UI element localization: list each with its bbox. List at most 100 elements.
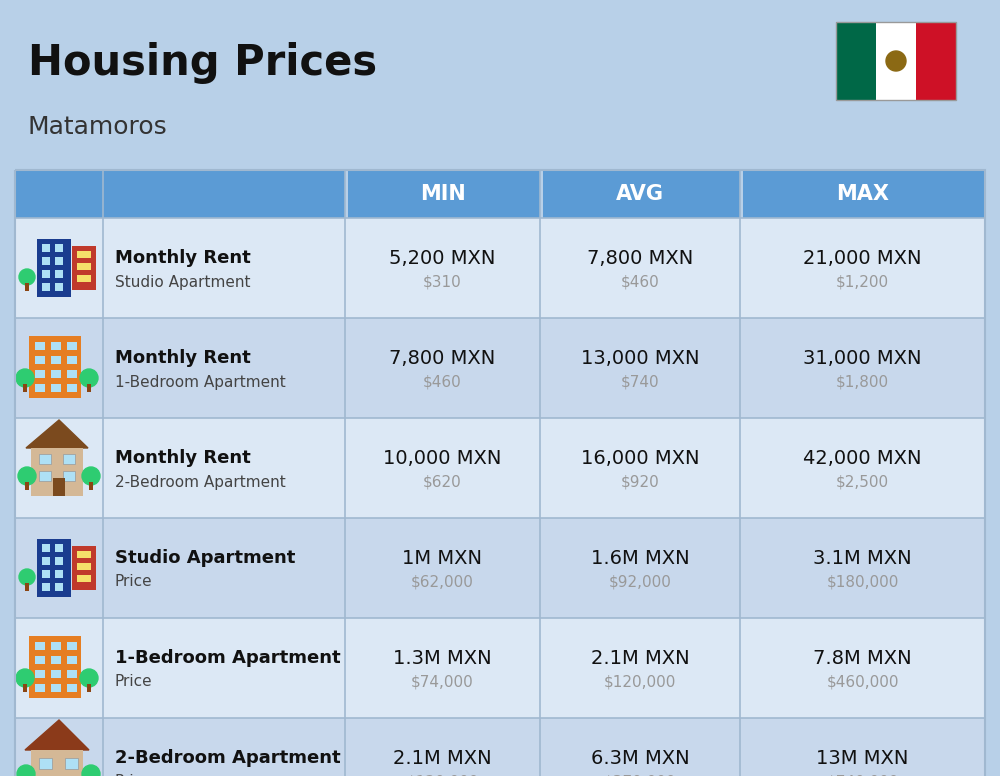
Text: $180,000: $180,000 xyxy=(826,574,899,590)
FancyBboxPatch shape xyxy=(15,170,345,218)
FancyBboxPatch shape xyxy=(35,684,45,692)
FancyBboxPatch shape xyxy=(15,318,985,418)
FancyBboxPatch shape xyxy=(37,239,71,297)
Text: 3.1M MXN: 3.1M MXN xyxy=(813,549,912,567)
FancyBboxPatch shape xyxy=(51,684,61,692)
FancyBboxPatch shape xyxy=(35,356,45,364)
Polygon shape xyxy=(25,720,89,750)
FancyBboxPatch shape xyxy=(35,342,45,350)
Text: 7.8M MXN: 7.8M MXN xyxy=(813,649,912,667)
Text: 7,800 MXN: 7,800 MXN xyxy=(587,248,693,268)
FancyBboxPatch shape xyxy=(55,557,63,565)
Text: $310: $310 xyxy=(423,275,462,289)
FancyBboxPatch shape xyxy=(89,482,93,490)
FancyBboxPatch shape xyxy=(42,244,50,252)
FancyBboxPatch shape xyxy=(77,563,91,570)
FancyBboxPatch shape xyxy=(25,283,29,291)
Text: 13M MXN: 13M MXN xyxy=(816,749,909,767)
Circle shape xyxy=(19,569,35,585)
FancyBboxPatch shape xyxy=(55,544,63,552)
Text: $74,000: $74,000 xyxy=(411,674,474,690)
Text: Housing Prices: Housing Prices xyxy=(28,42,377,84)
FancyBboxPatch shape xyxy=(67,656,77,664)
FancyBboxPatch shape xyxy=(15,518,985,618)
FancyBboxPatch shape xyxy=(67,370,77,378)
FancyBboxPatch shape xyxy=(42,570,50,578)
Text: Matamoros: Matamoros xyxy=(28,115,168,139)
Text: $460,000: $460,000 xyxy=(826,674,899,690)
Text: Monthly Rent: Monthly Rent xyxy=(115,449,251,467)
FancyBboxPatch shape xyxy=(42,583,50,591)
Text: 2.1M MXN: 2.1M MXN xyxy=(393,749,492,767)
FancyBboxPatch shape xyxy=(29,336,81,398)
Text: MAX: MAX xyxy=(836,184,889,204)
FancyBboxPatch shape xyxy=(42,544,50,552)
FancyBboxPatch shape xyxy=(39,471,51,481)
FancyBboxPatch shape xyxy=(72,546,96,590)
FancyBboxPatch shape xyxy=(35,642,45,650)
FancyBboxPatch shape xyxy=(67,342,77,350)
Text: $370,000: $370,000 xyxy=(604,774,676,776)
Circle shape xyxy=(17,765,35,776)
FancyBboxPatch shape xyxy=(77,275,91,282)
FancyBboxPatch shape xyxy=(31,448,83,496)
FancyBboxPatch shape xyxy=(15,618,985,718)
FancyBboxPatch shape xyxy=(77,575,91,582)
FancyBboxPatch shape xyxy=(55,244,63,252)
FancyBboxPatch shape xyxy=(55,570,63,578)
FancyBboxPatch shape xyxy=(31,750,83,776)
Circle shape xyxy=(16,369,34,387)
Circle shape xyxy=(82,467,100,485)
Text: 10,000 MXN: 10,000 MXN xyxy=(383,449,502,467)
FancyBboxPatch shape xyxy=(55,270,63,278)
FancyBboxPatch shape xyxy=(35,370,45,378)
Text: 1-Bedroom Apartment: 1-Bedroom Apartment xyxy=(115,649,341,667)
Text: 2.1M MXN: 2.1M MXN xyxy=(591,649,689,667)
Text: 31,000 MXN: 31,000 MXN xyxy=(803,348,922,368)
Text: 5,200 MXN: 5,200 MXN xyxy=(389,248,496,268)
Text: 16,000 MXN: 16,000 MXN xyxy=(581,449,699,467)
FancyBboxPatch shape xyxy=(67,642,77,650)
FancyBboxPatch shape xyxy=(35,384,45,392)
Text: $120,000: $120,000 xyxy=(604,674,676,690)
Text: 13,000 MXN: 13,000 MXN xyxy=(581,348,699,368)
Text: 1M MXN: 1M MXN xyxy=(402,549,482,567)
FancyBboxPatch shape xyxy=(77,251,91,258)
FancyBboxPatch shape xyxy=(77,263,91,270)
FancyBboxPatch shape xyxy=(42,557,50,565)
FancyBboxPatch shape xyxy=(87,684,91,692)
FancyBboxPatch shape xyxy=(543,170,740,218)
Circle shape xyxy=(19,269,35,285)
Text: $62,000: $62,000 xyxy=(411,574,474,590)
FancyBboxPatch shape xyxy=(42,257,50,265)
FancyBboxPatch shape xyxy=(51,370,61,378)
FancyBboxPatch shape xyxy=(42,270,50,278)
Text: $740,000: $740,000 xyxy=(826,774,899,776)
FancyBboxPatch shape xyxy=(29,636,81,698)
Text: $1,800: $1,800 xyxy=(836,375,889,390)
FancyBboxPatch shape xyxy=(51,642,61,650)
Text: MIN: MIN xyxy=(420,184,465,204)
FancyBboxPatch shape xyxy=(25,482,29,490)
FancyBboxPatch shape xyxy=(51,342,61,350)
Circle shape xyxy=(886,51,906,71)
Text: 1.3M MXN: 1.3M MXN xyxy=(393,649,492,667)
Text: Price: Price xyxy=(115,774,153,776)
Text: Monthly Rent: Monthly Rent xyxy=(115,349,251,367)
Text: 1.6M MXN: 1.6M MXN xyxy=(591,549,689,567)
FancyBboxPatch shape xyxy=(39,454,51,464)
FancyBboxPatch shape xyxy=(51,384,61,392)
FancyBboxPatch shape xyxy=(51,356,61,364)
Text: AVG: AVG xyxy=(616,184,664,204)
FancyBboxPatch shape xyxy=(51,656,61,664)
FancyBboxPatch shape xyxy=(25,583,29,591)
Text: 2-Bedroom Apartment: 2-Bedroom Apartment xyxy=(115,749,341,767)
Text: Price: Price xyxy=(115,674,153,690)
FancyBboxPatch shape xyxy=(15,218,985,318)
Text: $120,000: $120,000 xyxy=(406,774,479,776)
Text: Price: Price xyxy=(115,574,153,590)
FancyBboxPatch shape xyxy=(23,684,27,692)
FancyBboxPatch shape xyxy=(65,758,78,769)
FancyBboxPatch shape xyxy=(37,539,71,597)
FancyBboxPatch shape xyxy=(15,718,985,776)
